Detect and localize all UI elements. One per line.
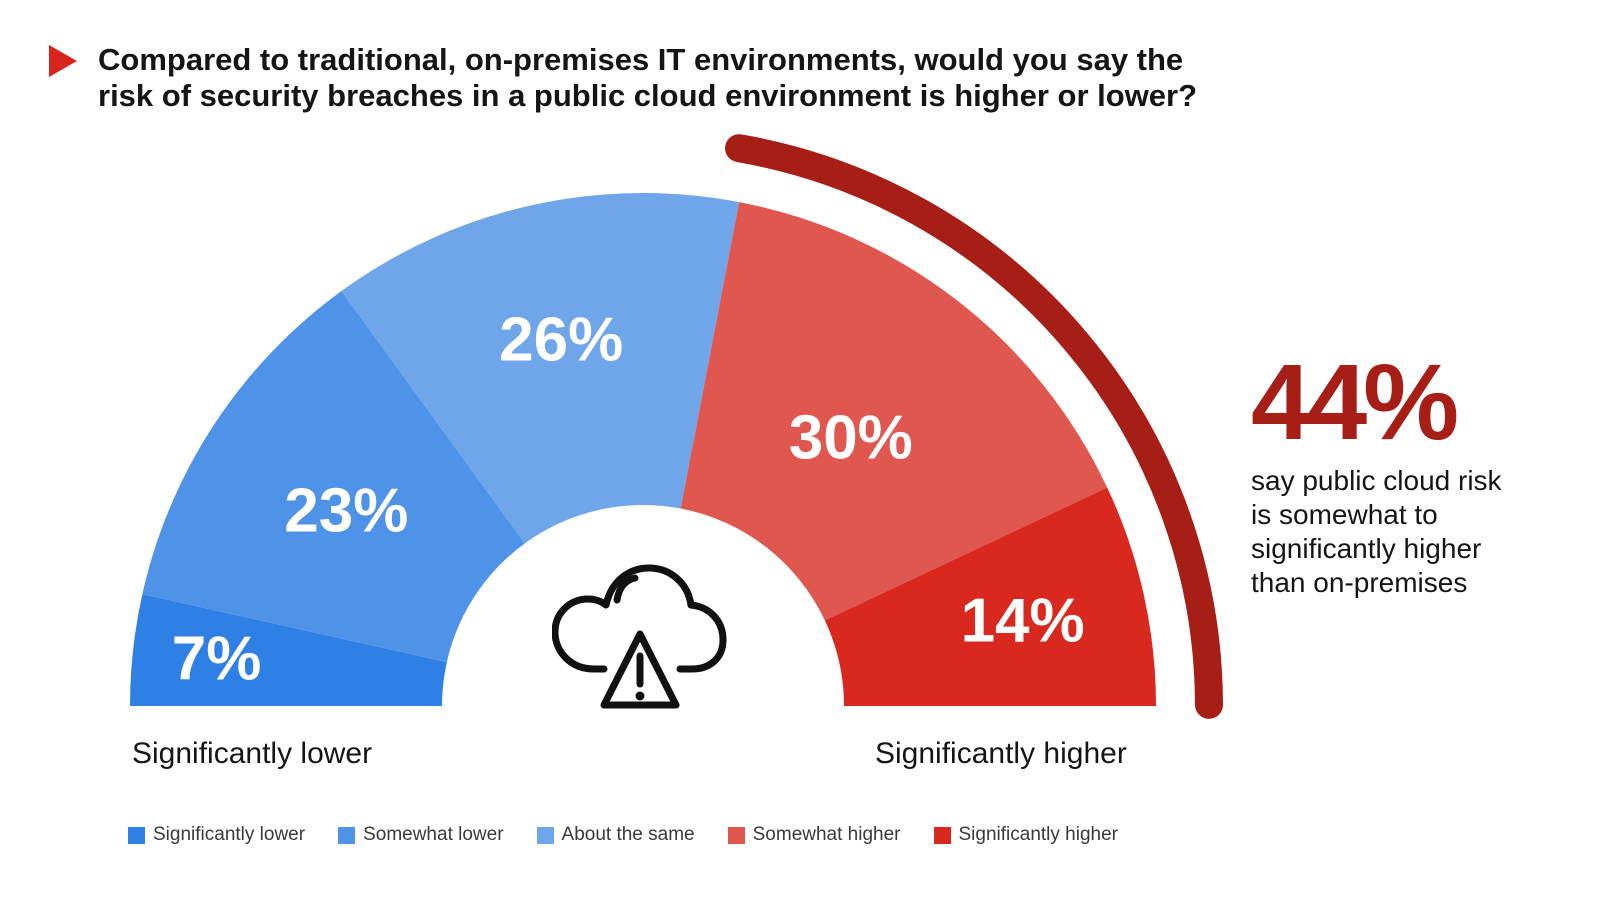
higher-risk-highlight-arc — [725, 134, 1223, 719]
legend-swatch — [536, 826, 554, 844]
legend-swatch — [933, 826, 951, 844]
chart-data-label-about-the-same: 26% — [499, 306, 623, 375]
legend-item-somewhat-lower: Somewhat lower — [338, 823, 504, 847]
chart-value-labels: 7% 23% 26% 30% 14% — [172, 306, 1085, 694]
legend-label: Somewhat higher — [752, 824, 901, 845]
legend-item-somewhat-higher: Somewhat higher — [727, 823, 901, 847]
chart-slice-significantly-higher — [824, 487, 1156, 706]
legend-item-significantly-lower: Significantly lower — [128, 823, 305, 847]
higher-risk-callout: 44% say public cloud risk is somewhat to… — [1251, 341, 1551, 600]
chart-data-label-significantly-higher: 14% — [961, 587, 1085, 656]
chart-legend: Significantly lower Somewhat lower About… — [128, 823, 1151, 847]
callout-description: say public cloud risk is somewhat to sig… — [1251, 465, 1502, 598]
chart-question-line-1: Compared to traditional, on-premises IT … — [98, 42, 1184, 77]
left-endpoint-label: Significantly lower — [132, 737, 373, 770]
legend-label: About the same — [561, 824, 695, 845]
cloud-warning-icon — [552, 564, 727, 709]
chart-slice-significantly-lower — [129, 594, 447, 706]
chart-slice-about-the-same — [341, 193, 740, 544]
callout-percentage: 44% — [1251, 341, 1459, 462]
legend-swatch — [727, 826, 745, 844]
legend-item-significantly-higher: Significantly higher — [933, 823, 1118, 847]
chart-question: Compared to traditional, on-premises IT … — [98, 42, 1338, 114]
legend-swatch — [128, 826, 145, 844]
chart-data-label-significantly-lower: 7% — [172, 624, 262, 693]
chart-slice-somewhat-higher — [680, 202, 1108, 621]
right-endpoint-label: Significantly higher — [875, 737, 1127, 770]
legend-label: Significantly higher — [958, 824, 1118, 845]
legend-label: Somewhat lower — [363, 824, 504, 845]
chart-slice-somewhat-lower — [142, 290, 525, 663]
chart-question-line-2: risk of security breaches in a public cl… — [98, 78, 1198, 113]
chart-data-label-somewhat-higher: 30% — [789, 404, 913, 473]
chart-data-label-somewhat-lower: 23% — [284, 477, 408, 546]
chart-slices — [129, 193, 1156, 706]
legend-label: Significantly lower — [153, 824, 306, 845]
legend-swatch — [338, 826, 356, 844]
play-triangle-icon — [49, 45, 77, 77]
legend-item-about-the-same: About the same — [536, 823, 695, 847]
